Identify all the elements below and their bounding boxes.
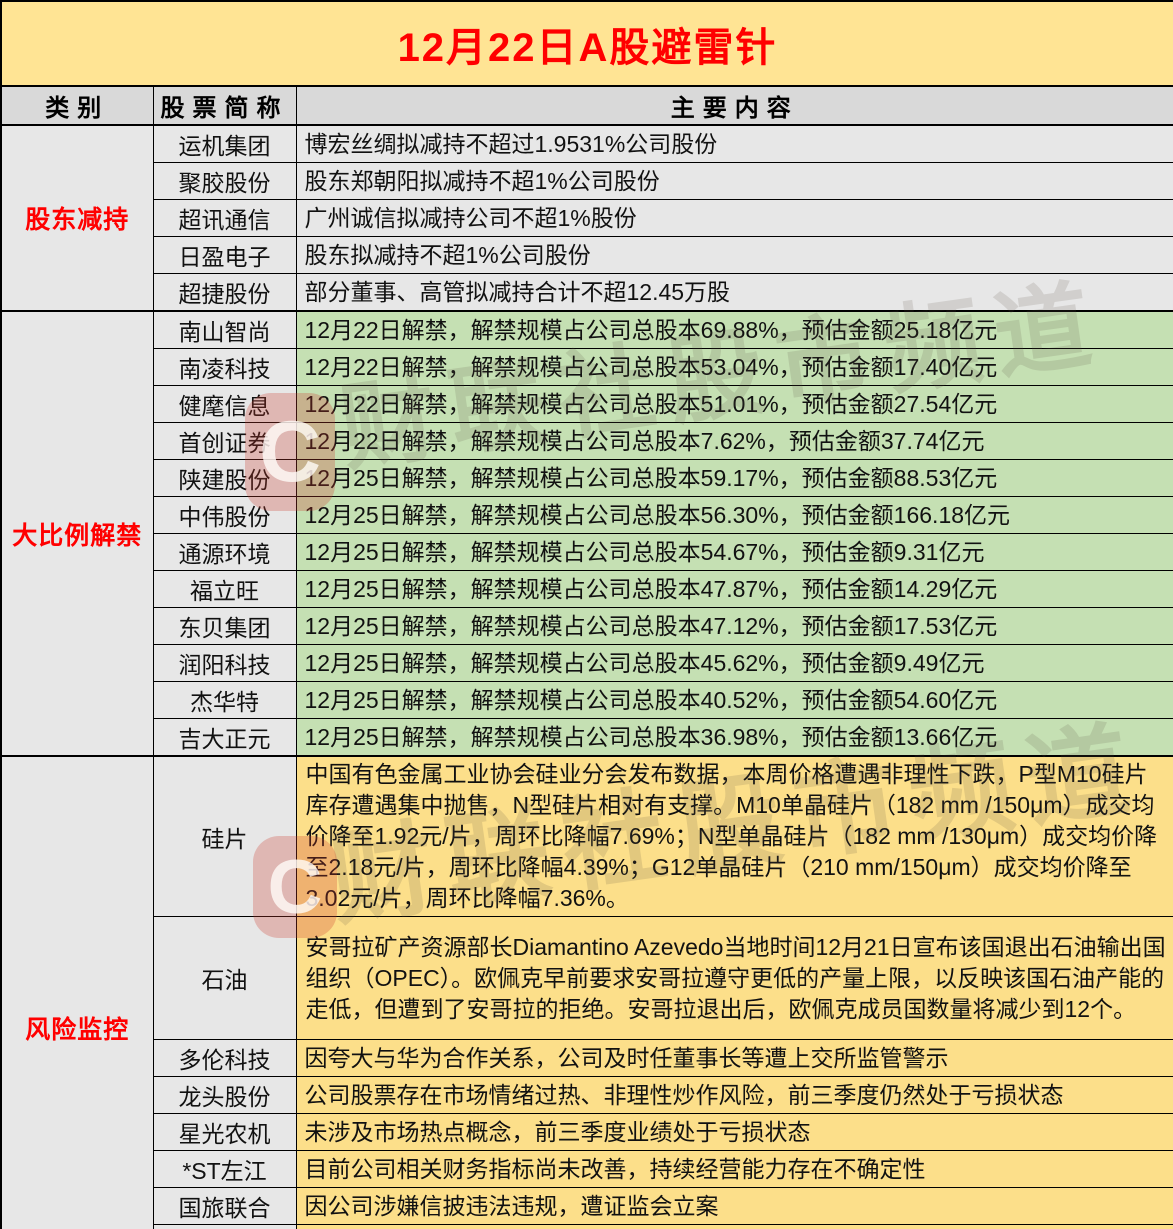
stock-name: 超捷股份 xyxy=(152,273,297,312)
table-row: 超捷股份 部分董事、高管拟减持合计不超12.45万股 xyxy=(1,273,1173,312)
row-content: 12月25日解禁，解禁规模占公司总股本56.30%，预估金额166.18亿元 xyxy=(295,496,1173,534)
table-row: 润阳科技 12月25日解禁，解禁规模占公司总股本45.62%，预估金额9.49亿元 xyxy=(1,644,1173,682)
stock-name: 超讯通信 xyxy=(152,199,297,237)
table-row: 首创证券 12月22日解禁，解禁规模占公司总股本7.62%，预估金额37.74亿元 xyxy=(1,422,1173,460)
column-header-1: 股票简称 xyxy=(152,85,297,126)
table-row: 东贝集团 12月25日解禁，解禁规模占公司总股本47.12%，预估金额17.53亿… xyxy=(1,607,1173,645)
stock-name: 南山智尚 xyxy=(152,310,297,349)
stock-name: *ST左江 xyxy=(152,1150,297,1188)
table-row: 通源环境 12月25日解禁，解禁规模占公司总股本54.67%，预估金额9.31亿元 xyxy=(1,533,1173,571)
stock-name: 南凌科技 xyxy=(152,348,297,386)
row-content: 股东郑朝阳拟减持不超1%公司股份 xyxy=(295,162,1173,200)
stock-name: 同力日升 xyxy=(152,1224,297,1229)
header-row: 类别 股票简称 主要内容 xyxy=(0,85,1173,126)
table-row: 超讯通信 广州诚信拟减持公司不超1%股份 xyxy=(1,199,1173,237)
row-content: 部分董事、高管拟减持合计不超12.45万股 xyxy=(295,273,1173,312)
row-content: 目前主营业务仍以电梯金属材料的研发、生产和销售为主 xyxy=(295,1224,1173,1229)
page-title: 12月22日A股避雷针 xyxy=(0,0,1173,87)
stock-name: 运机集团 xyxy=(152,124,297,163)
table-row: 龙头股份 公司股票存在市场情绪过热、非理性炒作风险，前三季度仍然处于亏损状态 xyxy=(1,1076,1173,1114)
row-content: 12月22日解禁，解禁规模占公司总股本53.04%，预估金额17.40亿元 xyxy=(295,348,1173,386)
table-row: 风险监控 硅片 中国有色金属工业协会硅业分会发布数据，本周价格遭遇非理性下跌，P型M… xyxy=(0,755,1173,1229)
stock-name: 星光农机 xyxy=(152,1113,297,1151)
table-row: 国旅联合 因公司涉嫌信披违法违规，遭证监会立案 xyxy=(1,1187,1173,1225)
stock-name: 通源环境 xyxy=(152,533,297,571)
category-cell: 大比例解禁 xyxy=(0,310,154,757)
table-row: 星光农机 未涉及市场热点概念，前三季度业绩处于亏损状态 xyxy=(1,1113,1173,1151)
table-row: *ST左江 目前公司相关财务指标尚未改善，持续经营能力存在不确定性 xyxy=(1,1150,1173,1188)
row-content: 12月25日解禁，解禁规模占公司总股本47.87%，预估金额14.29亿元 xyxy=(295,570,1173,608)
category-cell: 股东减持 xyxy=(0,124,154,312)
row-content: 广州诚信拟减持公司不超1%股份 xyxy=(295,199,1173,237)
stock-name: 国旅联合 xyxy=(152,1187,297,1225)
row-content: 12月25日解禁，解禁规模占公司总股本45.62%，预估金额9.49亿元 xyxy=(295,644,1173,682)
stock-name: 健麾信息 xyxy=(152,385,297,423)
row-content: 安哥拉矿产资源部长Diamantino Azevedo当地时间12月21日宣布该… xyxy=(295,916,1173,1040)
stock-name: 东贝集团 xyxy=(152,607,297,645)
stock-name: 中伟股份 xyxy=(152,496,297,534)
column-header-2: 主要内容 xyxy=(295,85,1173,126)
column-header-0: 类别 xyxy=(0,85,154,126)
row-content: 12月22日解禁，解禁规模占公司总股本69.88%，预估金额25.18亿元 xyxy=(295,310,1173,349)
stock-name: 多伦科技 xyxy=(152,1039,297,1077)
stock-name: 杰华特 xyxy=(152,681,297,719)
row-content: 博宏丝绸拟减持不超过1.9531%公司股份 xyxy=(295,124,1173,163)
table-row: 同力日升目前主营业务仍以电梯金属材料的研发、生产和销售为主 xyxy=(1,1224,1173,1229)
table-row: 石油 安哥拉矿产资源部长Diamantino Azevedo当地时间12月21日宣… xyxy=(1,916,1173,1040)
stock-name: 首创证券 xyxy=(152,422,297,460)
row-content: 目前公司相关财务指标尚未改善，持续经营能力存在不确定性 xyxy=(295,1150,1173,1188)
table-row: 大比例解禁 南山智尚 12月22日解禁，解禁规模占公司总股本69.88%，预估金额2… xyxy=(0,310,1173,757)
category-cell: 风险监控 xyxy=(0,755,154,1229)
table-row: 陕建股份 12月25日解禁，解禁规模占公司总股本59.17%，预估金额88.53亿… xyxy=(1,459,1173,497)
row-content: 12月25日解禁，解禁规模占公司总股本36.98%，预估金额13.66亿元 xyxy=(295,718,1173,757)
table-row: 多伦科技 因夸大与华为合作关系，公司及时任董事长等遭上交所监管警示 xyxy=(1,1039,1173,1077)
table-row: 吉大正元 12月25日解禁，解禁规模占公司总股本36.98%，预估金额13.66亿… xyxy=(1,718,1173,757)
stock-name: 陕建股份 xyxy=(152,459,297,497)
stock-name: 日盈电子 xyxy=(152,236,297,274)
row-content: 因夸大与华为合作关系，公司及时任董事长等遭上交所监管警示 xyxy=(295,1039,1173,1077)
table-row: 日盈电子 股东拟减持不超1%公司股份 xyxy=(1,236,1173,274)
row-content: 中国有色金属工业协会硅业分会发布数据，本周价格遭遇非理性下跌，P型M10硅片库存… xyxy=(295,755,1173,917)
table-row: 股东减持 运机集团 博宏丝绸拟减持不超过1.9531%公司股份 xyxy=(0,124,1173,312)
row-content: 12月22日解禁，解禁规模占公司总股本7.62%，预估金额37.74亿元 xyxy=(295,422,1173,460)
row-content: 公司股票存在市场情绪过热、非理性炒作风险，前三季度仍然处于亏损状态 xyxy=(295,1076,1173,1114)
title-row: 12月22日A股避雷针 xyxy=(0,0,1173,87)
stock-name: 聚胶股份 xyxy=(152,162,297,200)
stock-name: 润阳科技 xyxy=(152,644,297,682)
row-content: 股东拟减持不超1%公司股份 xyxy=(295,236,1173,274)
row-content: 12月22日解禁，解禁规模占公司总股本51.01%，预估金额27.54亿元 xyxy=(295,385,1173,423)
stock-name: 硅片 xyxy=(152,755,297,917)
row-content: 未涉及市场热点概念，前三季度业绩处于亏损状态 xyxy=(295,1113,1173,1151)
table-row: 杰华特 12月25日解禁，解禁规模占公司总股本40.52%，预估金额54.60亿元 xyxy=(1,681,1173,719)
stock-name: 石油 xyxy=(152,916,297,1040)
row-content: 12月25日解禁，解禁规模占公司总股本54.67%，预估金额9.31亿元 xyxy=(295,533,1173,571)
row-content: 12月25日解禁，解禁规模占公司总股本40.52%，预估金额54.60亿元 xyxy=(295,681,1173,719)
table-row: 福立旺 12月25日解禁，解禁规模占公司总股本47.87%，预估金额14.29亿元 xyxy=(1,570,1173,608)
table-row: 聚胶股份 股东郑朝阳拟减持不超1%公司股份 xyxy=(1,162,1173,200)
stock-name: 福立旺 xyxy=(152,570,297,608)
stock-name: 吉大正元 xyxy=(152,718,297,757)
row-content: 因公司涉嫌信披违法违规，遭证监会立案 xyxy=(295,1187,1173,1225)
stock-name: 龙头股份 xyxy=(152,1076,297,1114)
row-content: 12月25日解禁，解禁规模占公司总股本59.17%，预估金额88.53亿元 xyxy=(295,459,1173,497)
table-row: 南凌科技 12月22日解禁，解禁规模占公司总股本53.04%，预估金额17.40亿… xyxy=(1,348,1173,386)
table-row: 健麾信息 12月22日解禁，解禁规模占公司总股本51.01%，预估金额27.54亿… xyxy=(1,385,1173,423)
row-content: 12月25日解禁，解禁规模占公司总股本47.12%，预估金额17.53亿元 xyxy=(295,607,1173,645)
table-row: 中伟股份 12月25日解禁，解禁规模占公司总股本56.30%，预估金额166.18… xyxy=(1,496,1173,534)
